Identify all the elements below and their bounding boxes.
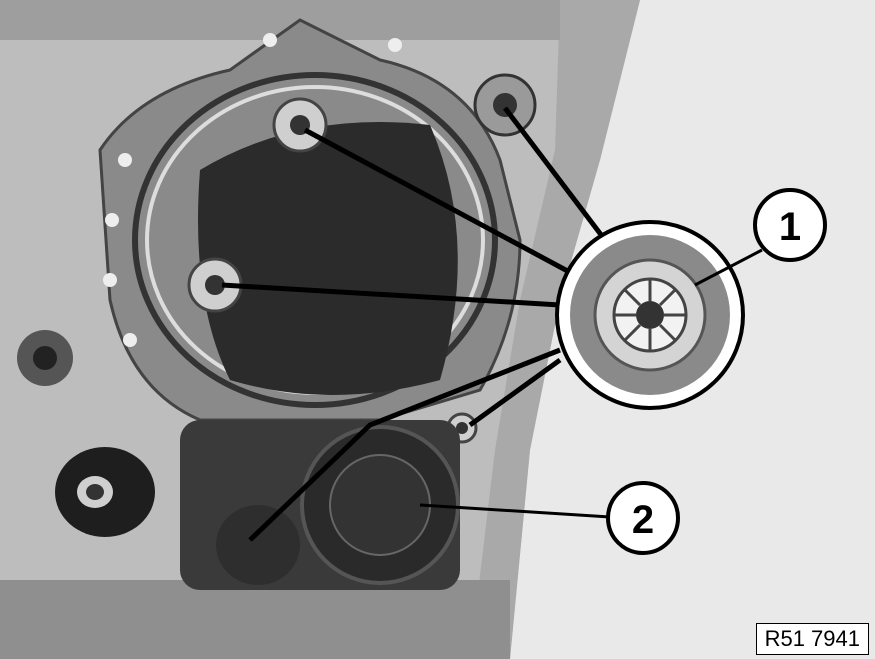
rubber-grommet-upper xyxy=(17,330,73,386)
figure-reference-code: R51 7941 xyxy=(755,623,869,655)
window-regulator-motor xyxy=(180,420,460,590)
speaker-ring xyxy=(132,72,498,408)
clip-nut-top xyxy=(272,97,328,153)
callout-1-label: 1 xyxy=(779,205,801,249)
leader-lines-1 xyxy=(221,106,607,542)
clip-nut-detail-magnifier xyxy=(555,220,745,410)
callout-2-leader xyxy=(419,503,611,519)
callout-1: 1 xyxy=(753,188,827,262)
rubber-grommet-lower xyxy=(55,447,155,537)
callout-2-label: 2 xyxy=(632,498,654,542)
callout-1-leader xyxy=(694,248,763,287)
door-frame-edge xyxy=(470,0,640,659)
door-bottom-strip xyxy=(0,580,510,659)
clip-nut-right xyxy=(473,73,537,137)
speaker-opening xyxy=(198,122,458,395)
callout-2: 2 xyxy=(606,481,680,555)
